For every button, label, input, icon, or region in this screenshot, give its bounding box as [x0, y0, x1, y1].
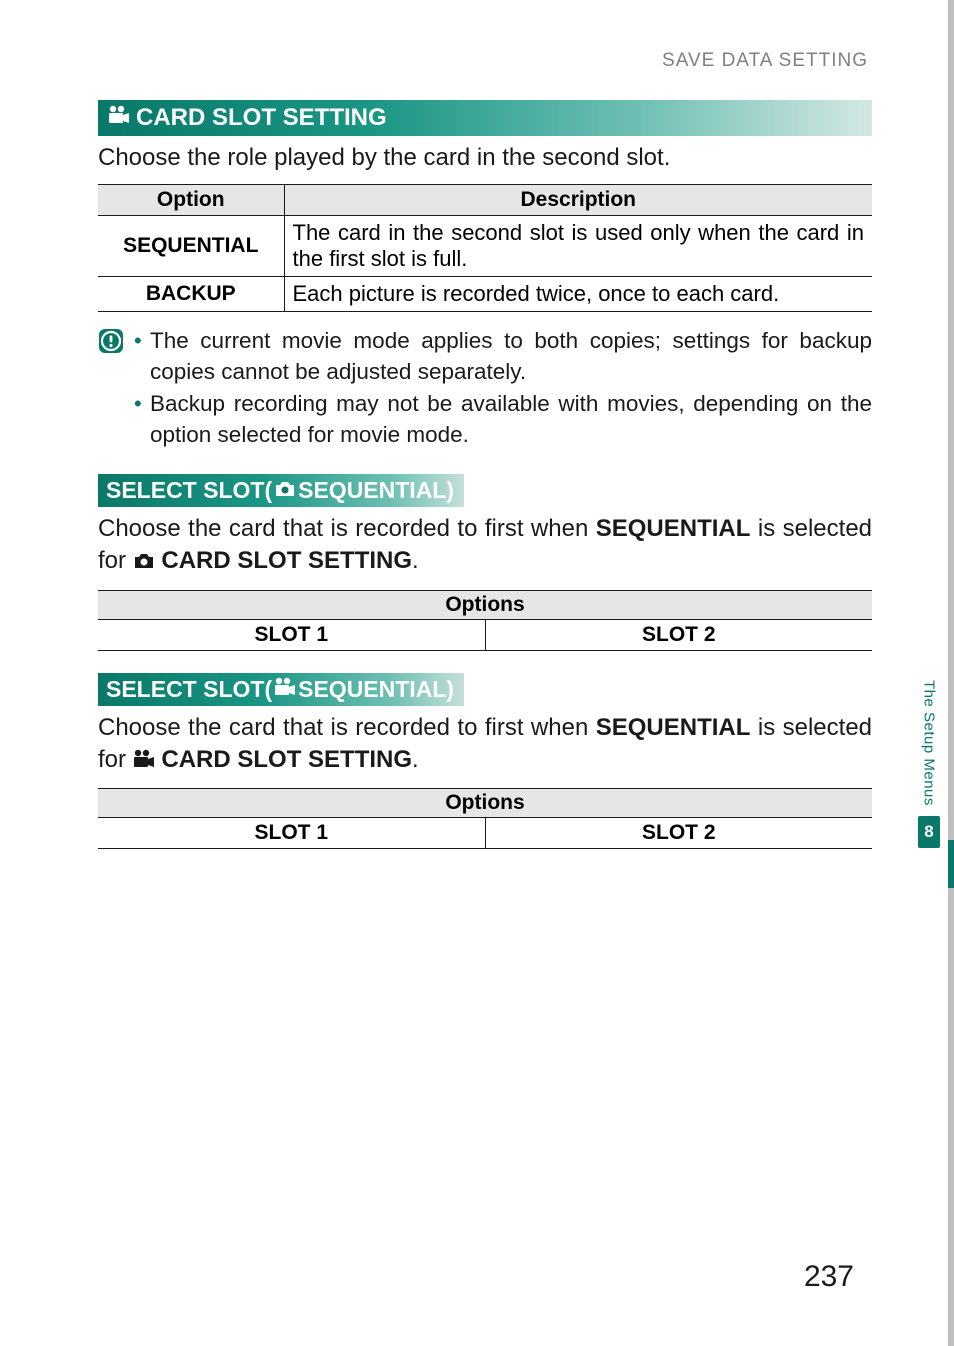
text-bold: CARD SLOT SETTING: [155, 547, 412, 574]
option-description-table: Option Description SEQUENTIAL The card i…: [98, 184, 872, 312]
camera-icon: [274, 477, 296, 504]
movie-icon: [108, 104, 130, 132]
section3-title-prefix: SELECT SLOT(: [106, 676, 272, 703]
section-title-text: CARD SLOT SETTING: [136, 104, 387, 132]
side-tab-chapter: 8: [918, 816, 940, 848]
text-fragment: .: [412, 547, 419, 574]
slot-cell: SLOT 2: [485, 818, 872, 849]
page-number: 237: [804, 1260, 854, 1294]
slot-options-table-movie: Options SLOT 1 SLOT 2: [98, 788, 872, 849]
section1-intro: Choose the role played by the card in th…: [98, 142, 872, 174]
side-tab-label: The Setup Menus: [921, 680, 938, 806]
caution-list: The current movie mode applies to both c…: [134, 326, 872, 452]
movie-icon: [133, 746, 155, 778]
option-cell: BACKUP: [98, 277, 284, 312]
text-bold: SEQUENTIAL: [596, 714, 751, 741]
table-header-option: Option: [98, 185, 284, 216]
section3-intro: Choose the card that is recorded to firs…: [98, 712, 872, 779]
camera-icon: [133, 547, 155, 579]
table-row: SEQUENTIAL The card in the second slot i…: [98, 216, 872, 277]
slot-cell: SLOT 1: [98, 818, 485, 849]
text-fragment: Choose the card that is recorded to firs…: [98, 714, 596, 741]
header-breadcrumb: SAVE DATA SETTING: [98, 50, 872, 72]
section-header-select-slot-movie: SELECT SLOT( SEQUENTIAL): [98, 673, 464, 706]
section2-title-prefix: SELECT SLOT(: [106, 477, 272, 504]
caution-icon: [98, 328, 124, 359]
option-cell: SEQUENTIAL: [98, 216, 284, 277]
section-header-select-slot-photo: SELECT SLOT( SEQUENTIAL): [98, 474, 464, 507]
caution-block: The current movie mode applies to both c…: [98, 326, 872, 452]
side-tab: The Setup Menus 8: [918, 680, 940, 848]
options-header: Options: [98, 789, 872, 818]
text-bold: SEQUENTIAL: [596, 515, 751, 542]
movie-icon: [274, 676, 296, 703]
page-content: SAVE DATA SETTING CARD SLOT SETTING Choo…: [0, 0, 954, 1346]
slot-cell: SLOT 1: [98, 619, 485, 650]
section-header-card-slot-setting: CARD SLOT SETTING: [98, 100, 872, 136]
section3-title-suffix: SEQUENTIAL): [298, 676, 454, 703]
description-cell: The card in the second slot is used only…: [284, 216, 872, 277]
slot-cell: SLOT 2: [485, 619, 872, 650]
text-fragment: .: [412, 746, 419, 773]
table-row: SLOT 1 SLOT 2: [98, 818, 872, 849]
caution-item: The current movie mode applies to both c…: [134, 326, 872, 387]
options-header: Options: [98, 590, 872, 619]
slot-options-table-photo: Options SLOT 1 SLOT 2: [98, 590, 872, 651]
section2-title-suffix: SEQUENTIAL): [298, 477, 454, 504]
text-fragment: Choose the card that is recorded to firs…: [98, 515, 596, 542]
table-row: BACKUP Each picture is recorded twice, o…: [98, 277, 872, 312]
table-header-description: Description: [284, 185, 872, 216]
caution-item: Backup recording may not be available wi…: [134, 389, 872, 450]
text-bold: CARD SLOT SETTING: [155, 746, 412, 773]
description-cell: Each picture is recorded twice, once to …: [284, 277, 872, 312]
table-row: SLOT 1 SLOT 2: [98, 619, 872, 650]
section2-intro: Choose the card that is recorded to firs…: [98, 513, 872, 580]
